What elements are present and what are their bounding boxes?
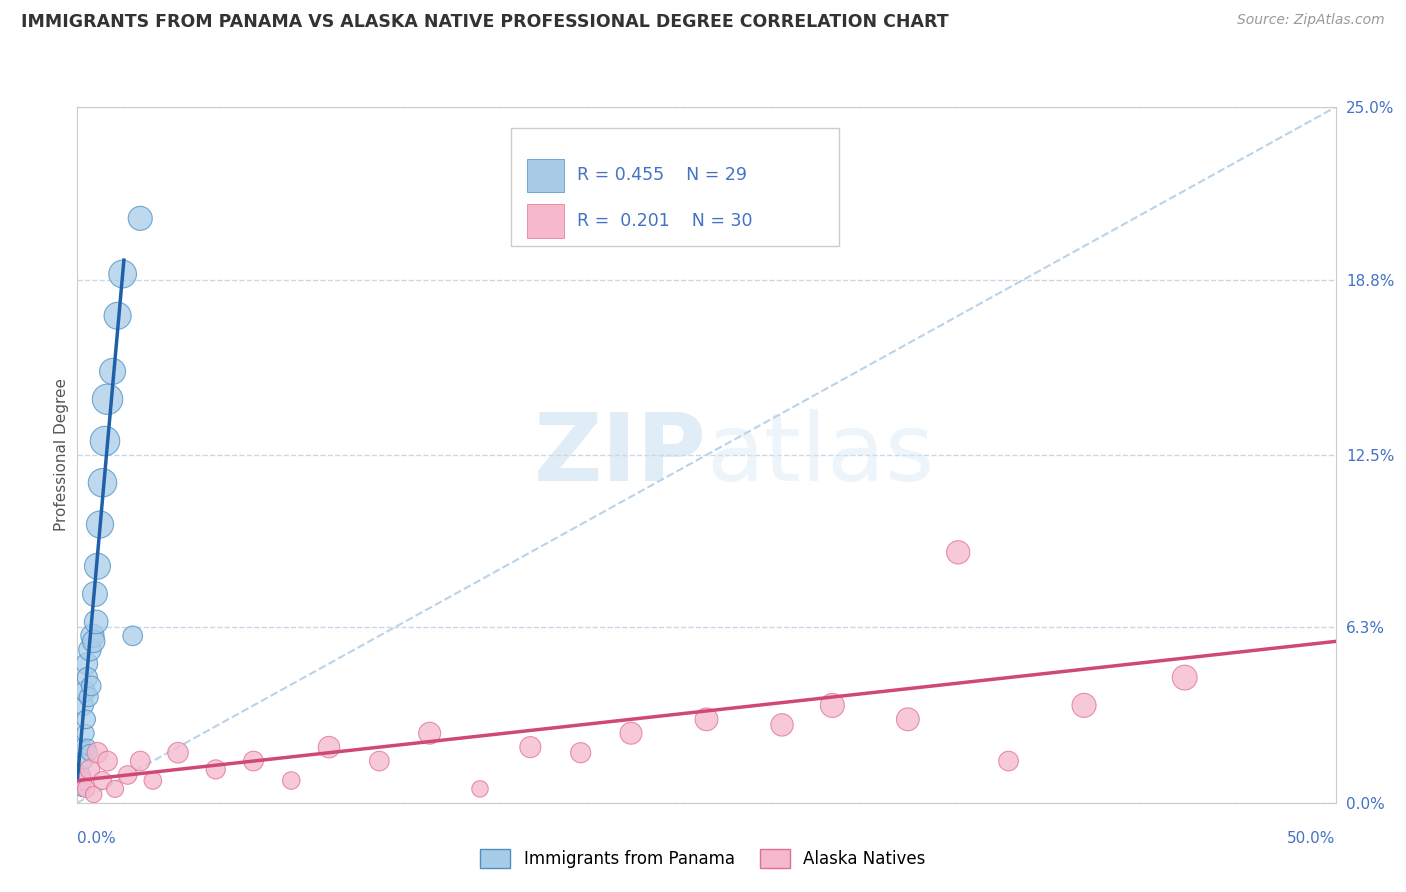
Point: [997, 754, 1019, 768]
Point: [84, 615, 107, 629]
Point: [73, 754, 96, 768]
Point: [94, 434, 117, 448]
Point: [77, 690, 100, 704]
Y-axis label: Professional Degree: Professional Degree: [53, 378, 69, 532]
Point: [142, 773, 165, 788]
Point: [897, 712, 920, 726]
Point: [75, 781, 97, 796]
Point: [107, 309, 129, 323]
Point: [948, 545, 970, 559]
Point: [204, 763, 226, 777]
Point: [75, 712, 97, 726]
Point: [72, 740, 94, 755]
Text: ZIP: ZIP: [534, 409, 707, 501]
Point: [79, 746, 101, 760]
Point: [1073, 698, 1095, 713]
Point: [83, 634, 105, 648]
Point: [91, 773, 114, 788]
Point: [242, 754, 264, 768]
Text: 0.0%: 0.0%: [77, 830, 117, 846]
Legend: Immigrants from Panama, Alaska Natives: Immigrants from Panama, Alaska Natives: [474, 842, 932, 875]
Point: [72, 773, 94, 788]
Point: [70, 781, 93, 796]
Point: [79, 642, 101, 657]
Point: [318, 740, 340, 755]
Point: [821, 698, 844, 713]
Text: 50.0%: 50.0%: [1288, 830, 1336, 846]
Point: [121, 629, 143, 643]
Point: [96, 754, 118, 768]
Point: [70, 768, 93, 782]
Text: IMMIGRANTS FROM PANAMA VS ALASKA NATIVE PROFESSIONAL DEGREE CORRELATION CHART: IMMIGRANTS FROM PANAMA VS ALASKA NATIVE …: [21, 13, 949, 31]
Point: [368, 754, 391, 768]
Point: [75, 726, 97, 740]
FancyBboxPatch shape: [512, 128, 838, 246]
Point: [83, 788, 105, 802]
Point: [76, 671, 98, 685]
Point: [1174, 671, 1197, 685]
Point: [104, 781, 127, 796]
Point: [77, 740, 100, 755]
Point: [89, 517, 111, 532]
Point: [696, 712, 718, 726]
Point: [167, 746, 190, 760]
Point: [468, 781, 491, 796]
Point: [569, 746, 592, 760]
Point: [72, 698, 94, 713]
Text: atlas: atlas: [707, 409, 935, 501]
Point: [86, 559, 108, 574]
Point: [76, 657, 98, 671]
Text: R = 0.455    N = 29: R = 0.455 N = 29: [576, 166, 747, 185]
Point: [770, 718, 793, 732]
Point: [280, 773, 302, 788]
Bar: [527, 204, 564, 238]
Point: [419, 726, 441, 740]
Point: [82, 629, 104, 643]
Point: [117, 768, 139, 782]
Point: [111, 267, 134, 281]
Point: [79, 763, 101, 777]
Text: R =  0.201    N = 30: R = 0.201 N = 30: [576, 212, 752, 230]
Point: [620, 726, 643, 740]
Text: Source: ZipAtlas.com: Source: ZipAtlas.com: [1237, 13, 1385, 28]
Point: [73, 684, 96, 698]
Point: [91, 475, 114, 490]
Point: [80, 679, 103, 693]
Point: [96, 392, 118, 407]
Point: [86, 746, 108, 760]
Point: [129, 211, 152, 226]
Point: [129, 754, 152, 768]
Bar: [527, 159, 564, 192]
Point: [101, 364, 124, 378]
Point: [84, 587, 107, 601]
Point: [519, 740, 541, 755]
